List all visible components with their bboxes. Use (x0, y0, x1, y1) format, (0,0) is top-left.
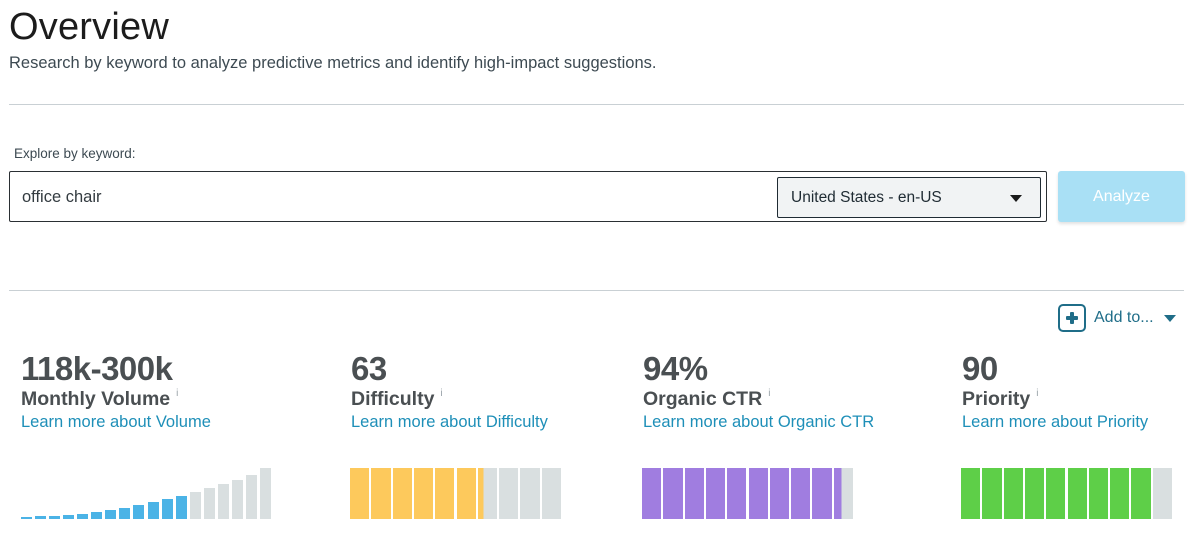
plus-icon (1058, 304, 1086, 332)
metric-organic-ctr: 94% Organic CTR i Learn more about Organi… (643, 350, 874, 432)
add-to-label: Add to... (1094, 309, 1154, 326)
metric-value: 90 (962, 350, 998, 387)
keyword-search-box: United States - en-US (9, 171, 1047, 222)
volume-bar (189, 492, 201, 519)
metric-label-text: Organic CTR (643, 388, 763, 410)
metric-value: 94% (643, 350, 708, 387)
difficulty-meter (350, 468, 561, 519)
metric-label: Difficulty i (351, 388, 548, 411)
metric-label: Priority i (962, 388, 1148, 411)
meter-segment (727, 468, 747, 519)
volume-bar (231, 479, 243, 519)
metric-label-text: Difficulty (351, 388, 435, 410)
volume-bar (147, 502, 159, 519)
volume-bar (175, 496, 187, 519)
metric-label: Organic CTR i (643, 388, 874, 411)
metric-label-text: Priority (962, 388, 1031, 410)
meter-segment (413, 468, 434, 519)
caret-down-icon (1010, 195, 1022, 202)
volume-bar (63, 514, 75, 519)
metric-value: 63 (351, 350, 387, 387)
explore-label: Explore by keyword: (14, 146, 136, 161)
meter-segment (1003, 468, 1023, 519)
meter-segment (705, 468, 726, 519)
meter-segment (684, 468, 704, 519)
meter-segment (1152, 468, 1172, 519)
locale-select-value: United States - en-US (791, 189, 942, 206)
meter-segment (1088, 468, 1109, 519)
metric-value: 118k-300k (21, 350, 173, 387)
volume-bar (105, 510, 117, 519)
meter-segment (1067, 468, 1087, 519)
volume-bar (35, 516, 47, 519)
meter-segment (350, 468, 370, 519)
page-title: Overview (9, 6, 169, 48)
volume-bar (203, 488, 215, 519)
meter-segment (833, 468, 853, 519)
info-icon[interactable]: i (768, 388, 771, 399)
meter-segment (961, 468, 981, 519)
metric-priority: 90 Priority i Learn more about Priority (962, 350, 1148, 432)
learn-more-link[interactable]: Learn more about Organic CTR (643, 413, 875, 431)
volume-bar (77, 513, 89, 519)
volume-bar (49, 515, 61, 519)
volume-bar (217, 484, 229, 519)
learn-more-link[interactable]: Learn more about Priority (962, 413, 1149, 431)
meter-segment (392, 468, 412, 519)
info-icon[interactable]: i (440, 388, 443, 399)
volume-bar (119, 508, 131, 519)
keyword-input[interactable] (22, 186, 762, 208)
meter-segment (1131, 468, 1151, 519)
divider (9, 290, 1184, 291)
divider (9, 104, 1184, 105)
meter-segment (1024, 468, 1045, 519)
organic-ctr-meter (642, 468, 853, 519)
volume-bar (21, 516, 33, 519)
priority-meter (961, 468, 1172, 519)
page-subtitle: Research by keyword to analyze predictiv… (9, 54, 657, 72)
analyze-button[interactable]: Analyze (1058, 171, 1185, 222)
volume-bar (161, 498, 173, 519)
meter-segment (663, 468, 683, 519)
metric-label: Monthly Volume i (21, 388, 211, 411)
volume-bar (259, 468, 271, 519)
meter-segment (477, 468, 498, 519)
meter-segment (499, 468, 519, 519)
meter-segment (769, 468, 790, 519)
learn-more-link[interactable]: Learn more about Difficulty (351, 413, 548, 431)
meter-segment (791, 468, 811, 519)
volume-bar (245, 474, 257, 519)
meter-segment (642, 468, 662, 519)
add-to-button[interactable]: Add to... (1058, 304, 1176, 332)
info-icon[interactable]: i (1036, 388, 1039, 399)
metric-difficulty: 63 Difficulty i Learn more about Difficul… (351, 350, 548, 432)
metric-monthly-volume: 118k-300k Monthly Volume i Learn more abo… (21, 350, 211, 432)
meter-segment (982, 468, 1002, 519)
learn-more-link[interactable]: Learn more about Volume (21, 413, 211, 431)
meter-segment (812, 468, 832, 519)
metric-label-text: Monthly Volume (21, 388, 171, 410)
volume-bar (133, 505, 145, 519)
meter-segment (520, 468, 540, 519)
info-icon[interactable]: i (176, 388, 179, 399)
caret-down-icon (1163, 314, 1176, 322)
meter-segment (541, 468, 561, 519)
meter-segment (1046, 468, 1066, 519)
volume-chart (21, 468, 271, 519)
meter-segment (748, 468, 768, 519)
locale-select[interactable]: United States - en-US (777, 177, 1041, 218)
meter-segment (456, 468, 476, 519)
meter-segment (1110, 468, 1130, 519)
meter-segment (435, 468, 455, 519)
meter-segment (371, 468, 391, 519)
volume-bar (91, 512, 103, 519)
